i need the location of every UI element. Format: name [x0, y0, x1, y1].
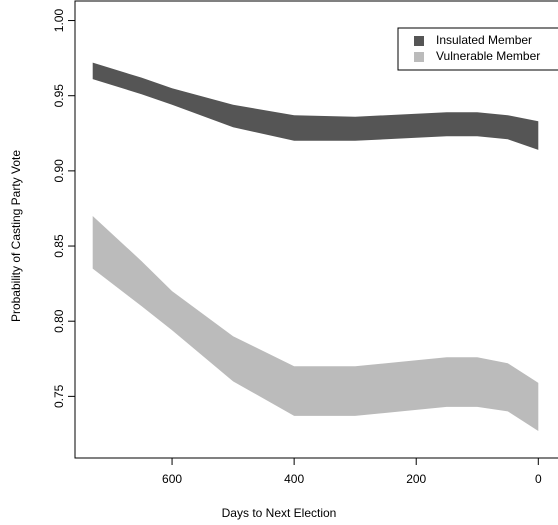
x-tick-label: 200: [406, 472, 426, 486]
legend-label: Vulnerable Member: [436, 49, 540, 63]
x-tick-label: 400: [284, 472, 304, 486]
legend-swatch: [414, 36, 424, 46]
legend-label: Insulated Member: [436, 33, 532, 47]
y-tick-label: 0.85: [52, 234, 66, 258]
x-tick-label: 0: [535, 472, 542, 486]
x-tick-label: 600: [162, 472, 182, 486]
confidence-band: [92, 62, 539, 150]
y-tick-label: 0.75: [52, 384, 66, 408]
legend-swatch: [414, 52, 424, 62]
y-tick-label: 1.00: [52, 9, 66, 33]
x-axis-label: Days to Next Election: [222, 506, 337, 520]
y-tick-label: 0.80: [52, 309, 66, 333]
y-tick-label: 0.90: [52, 159, 66, 183]
confidence-band: [92, 215, 539, 431]
plot-frame: [74, 0, 558, 459]
y-axis-label: Probability of Casting Party Vote: [9, 150, 23, 322]
y-tick-label: 0.95: [52, 84, 66, 108]
legend-box: [397, 27, 558, 71]
